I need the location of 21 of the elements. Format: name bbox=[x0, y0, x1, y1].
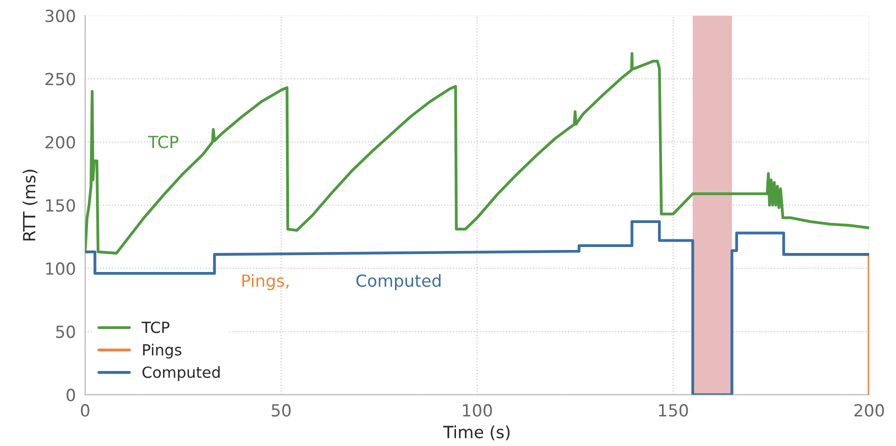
legend-label: TCP bbox=[142, 322, 170, 334]
y-tick-label: 200 bbox=[46, 136, 75, 149]
y-tick-label: 150 bbox=[46, 199, 75, 212]
x-tick-label: 150 bbox=[659, 404, 688, 417]
annotation: Computed bbox=[356, 274, 440, 290]
legend-label: Pings bbox=[143, 344, 182, 359]
line-series bbox=[85, 52, 870, 255]
y-tick-label: 250 bbox=[46, 72, 75, 86]
y-axis-title: RTT (ms) bbox=[22, 170, 38, 240]
x-axis-title: Time (s) bbox=[443, 425, 510, 440]
x-tick-label: 100 bbox=[463, 404, 492, 417]
x-tick-label: 200 bbox=[854, 404, 884, 417]
x-tick-label: 0 bbox=[80, 404, 90, 417]
y-tick-label: 0 bbox=[66, 388, 75, 402]
legend-label: Computed bbox=[142, 366, 220, 381]
y-tick-label: 50 bbox=[56, 325, 75, 338]
x-tick-label: 50 bbox=[272, 404, 291, 417]
y-tick-label: 100 bbox=[46, 262, 75, 275]
annotation: TCP bbox=[148, 136, 178, 148]
y-tick-label: 300 bbox=[46, 10, 75, 22]
annotation: Pings, bbox=[242, 274, 289, 290]
